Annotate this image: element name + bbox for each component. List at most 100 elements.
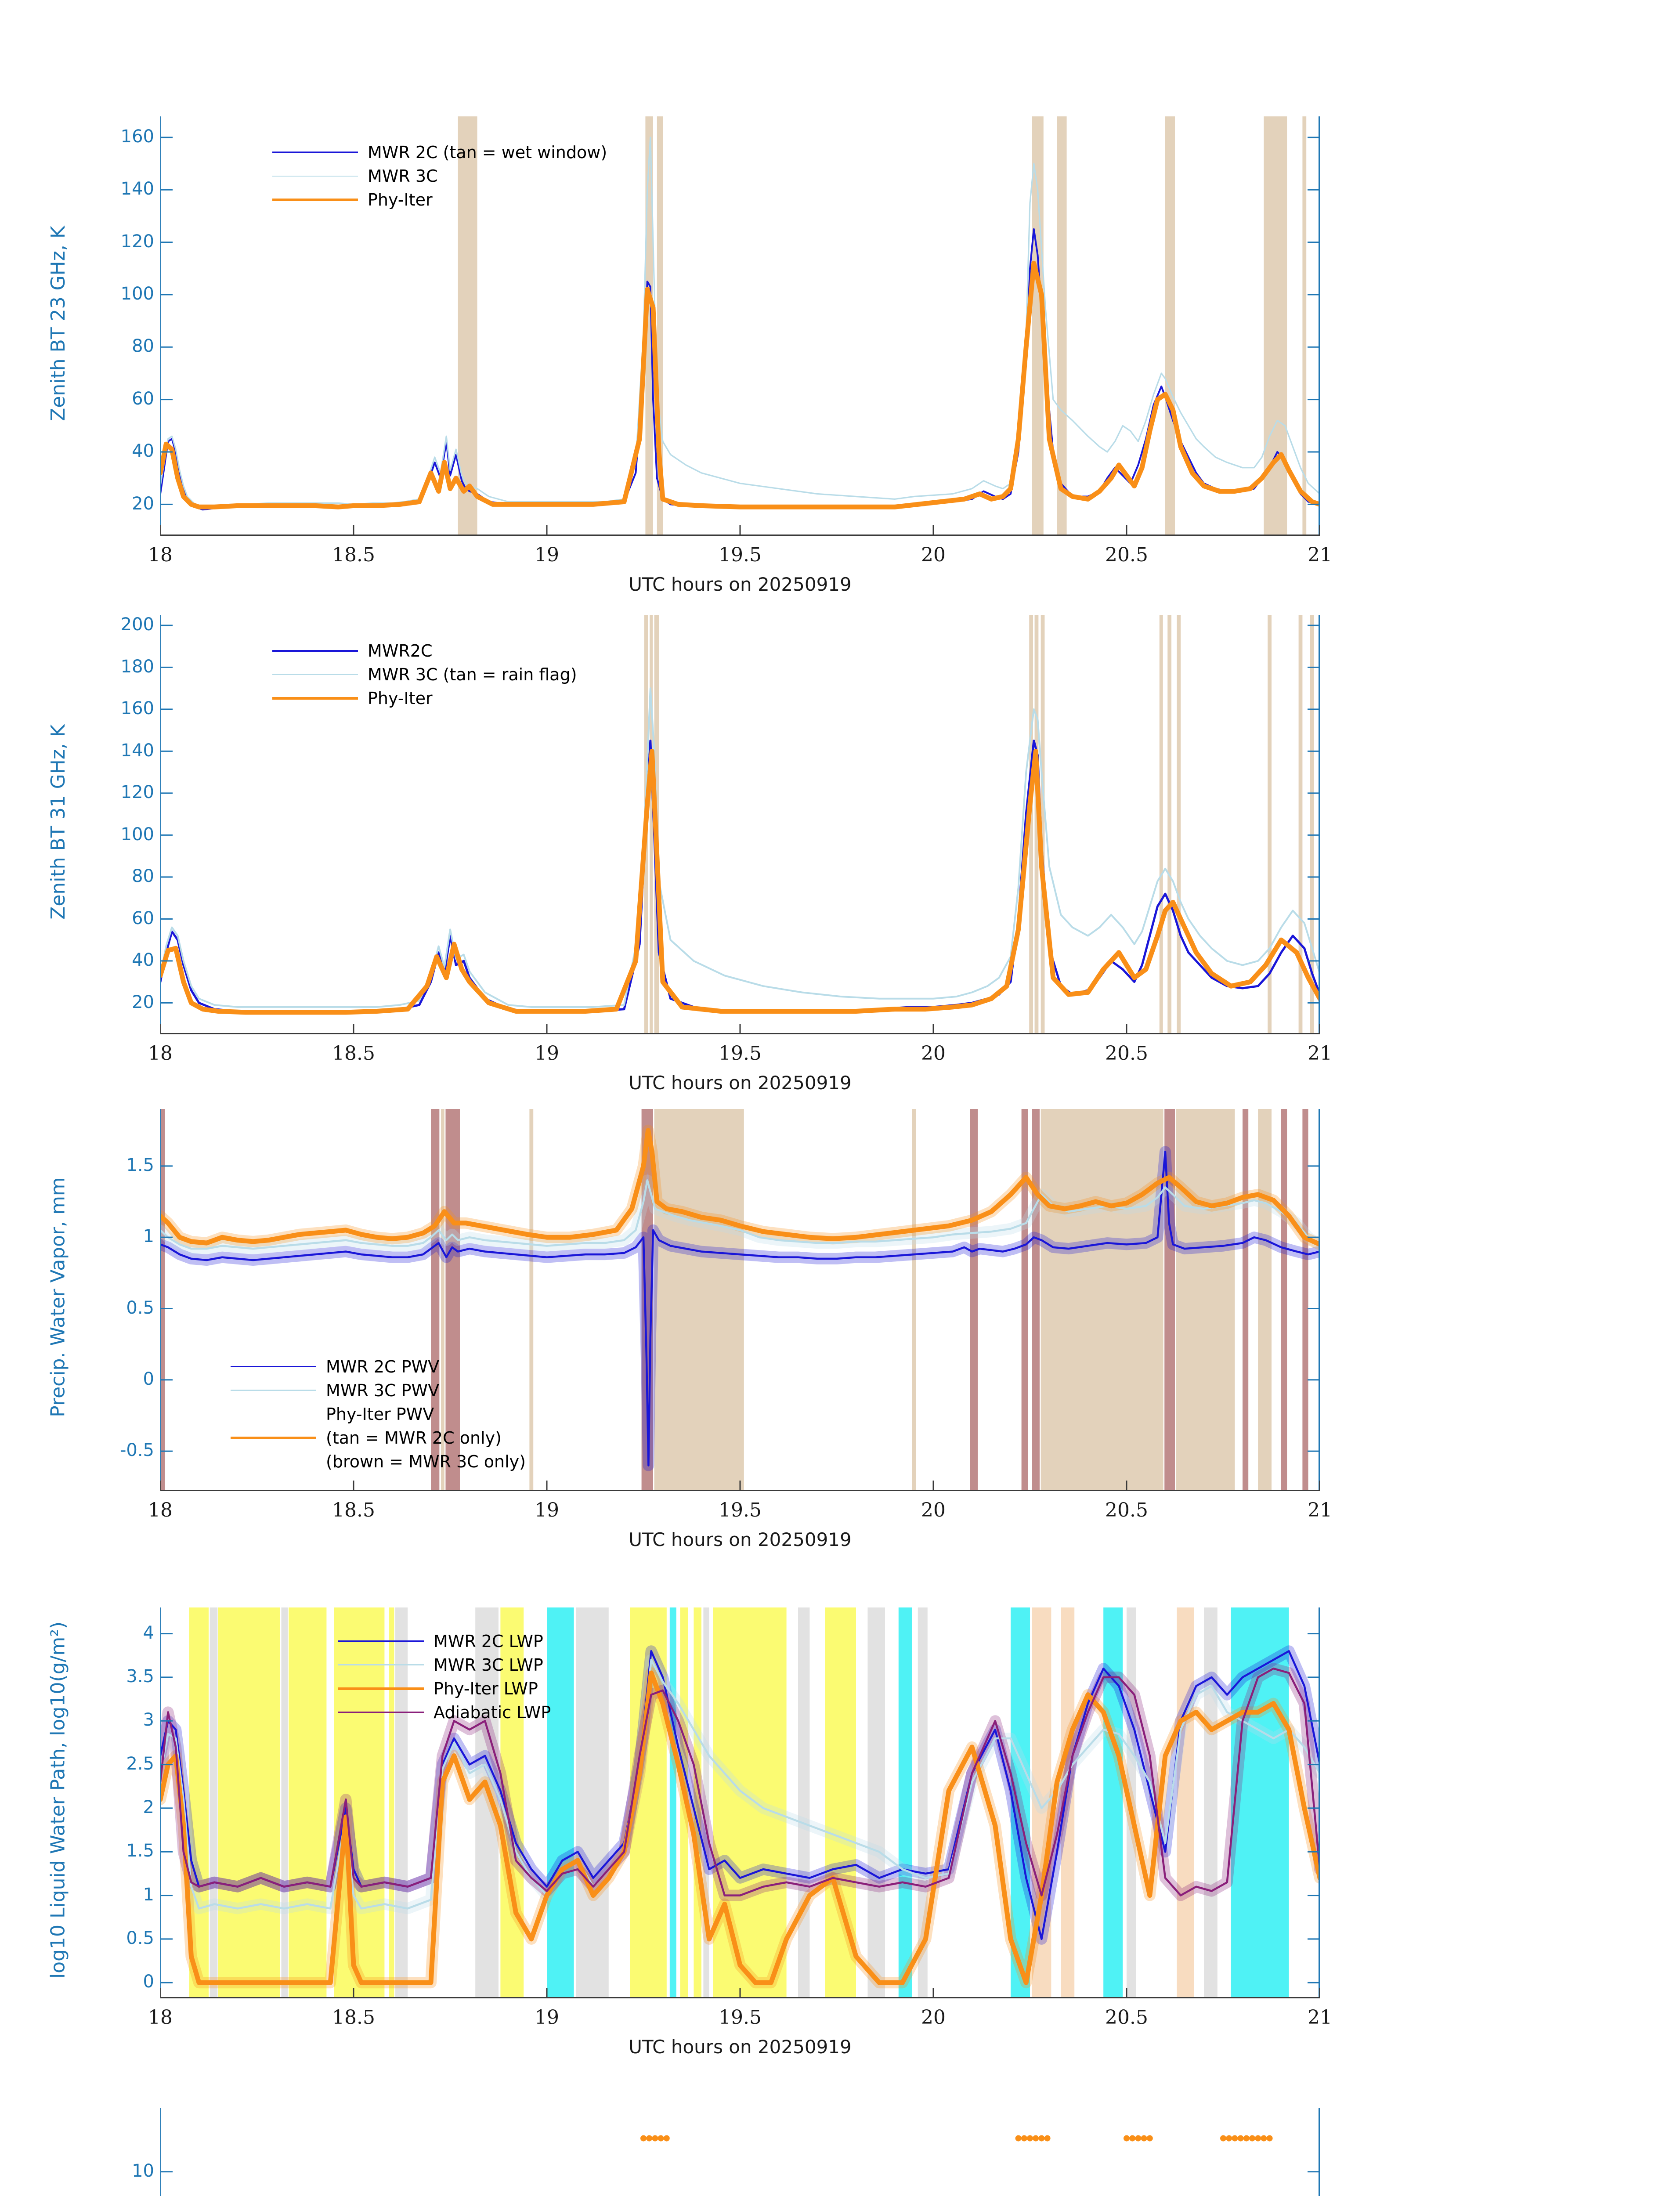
- x-tick-label: 20: [921, 544, 946, 566]
- legend-color-swatch: [231, 1390, 316, 1391]
- shaded-band: [1164, 1109, 1175, 1491]
- legend-color-swatch: [231, 1436, 316, 1439]
- shaded-band: [912, 1109, 916, 1491]
- legend-color-swatch: [338, 1687, 424, 1690]
- shaded-band: [218, 1607, 280, 1998]
- legend-label: Phy-Iter PWV: [326, 1404, 434, 1424]
- x-tick-label: 18: [148, 1042, 173, 1065]
- x-tick-label: 21: [1308, 2006, 1332, 2029]
- x-tick-label: 19: [535, 544, 559, 566]
- shaded-band: [680, 1607, 688, 1998]
- dq-flag-point: [1220, 2135, 1226, 2142]
- legend-color-swatch: [272, 674, 358, 675]
- plot-wrapper-1: [160, 116, 1320, 536]
- x-tick-label: 18: [148, 2006, 173, 2029]
- dq-flag-point: [1135, 2135, 1142, 2142]
- x-tick-label: 19: [535, 2006, 559, 2029]
- shaded-band: [189, 1607, 209, 1998]
- plot-wrapper-5: [160, 2108, 1320, 2196]
- legend-item: Adiabatic LWP: [338, 1701, 551, 1724]
- legend-label: Phy-Iter LWP: [434, 1679, 538, 1698]
- y-tick-label: 0.5: [126, 1297, 154, 1318]
- y-tick-label: 1: [143, 1226, 154, 1247]
- y-tick-label: 4: [143, 1622, 154, 1643]
- series-line: [160, 137, 1320, 508]
- legend-item: MWR 2C PWV: [231, 1355, 526, 1379]
- y-axis-label: log10 Liquid Water Path, log10(g/m²): [47, 1622, 69, 1979]
- y-tick-label: 120: [120, 782, 154, 803]
- legend-label: Adiabatic LWP: [434, 1702, 551, 1722]
- dq-flag-point: [1044, 2135, 1051, 2142]
- dq-flag-point: [1141, 2135, 1147, 2142]
- dq-flag-point: [663, 2135, 670, 2142]
- dq-flag-point: [1249, 2135, 1255, 2142]
- legend-label: Phy-Iter: [368, 688, 433, 708]
- legend-label: MWR 3C (tan = rain flag): [368, 665, 577, 684]
- shaded-band: [1167, 615, 1172, 1034]
- series-line: [160, 1151, 1320, 1466]
- x-tick-label: 18.5: [332, 1042, 375, 1065]
- x-tick-label: 21: [1308, 1499, 1332, 1521]
- legend-color-swatch: [231, 1366, 316, 1368]
- series-line: [160, 687, 1320, 1008]
- y-axis-label: Zenith BT 23 GHz, K: [47, 226, 69, 421]
- plot-wrapper-4: [160, 1607, 1320, 1998]
- y-tick-label: 0.5: [126, 1928, 154, 1949]
- x-tick-label: 20: [921, 2006, 946, 2029]
- series-line: [160, 228, 1320, 511]
- x-tick-label: 21: [1308, 544, 1332, 566]
- x-tick-label: 20.5: [1105, 1042, 1148, 1065]
- shaded-band: [445, 1109, 460, 1491]
- shaded-band: [918, 1607, 928, 1998]
- plot-wrapper-3: [160, 1109, 1320, 1491]
- x-tick-label: 20.5: [1105, 544, 1148, 566]
- y-tick-label: 1: [143, 1884, 154, 1905]
- legend-swatch-spacer: [231, 1461, 316, 1462]
- legend-label: (brown = MWR 3C only): [326, 1452, 526, 1471]
- legend-item: MWR 3C PWV: [231, 1379, 526, 1402]
- shaded-band: [441, 1109, 444, 1491]
- legend-label: MWR 3C: [368, 166, 438, 186]
- shaded-band: [898, 1607, 912, 1998]
- y-tick-label: 160: [120, 698, 154, 719]
- shaded-band: [1302, 116, 1307, 536]
- shaded-band: [431, 1109, 440, 1491]
- x-tick-label: 21: [1308, 1042, 1332, 1065]
- dq-flag-point: [1146, 2135, 1153, 2142]
- plot-area-3: [160, 1109, 1320, 1491]
- x-axis-label: UTC hours on 20250919: [629, 1072, 852, 1094]
- legend-label: MWR 2C PWV: [326, 1357, 440, 1376]
- y-tick-label: 20: [132, 992, 154, 1012]
- plot-area-2: [160, 615, 1320, 1034]
- y-tick-label: 2: [143, 1797, 154, 1818]
- x-tick-label: 19.5: [719, 544, 762, 566]
- legend-item: Phy-Iter: [272, 686, 577, 710]
- shaded-band: [970, 1109, 978, 1491]
- x-tick-label: 18.5: [332, 1499, 375, 1521]
- y-axis-label: Precip. Water Vapor, mm: [47, 1177, 69, 1418]
- x-tick-label: 19.5: [719, 1499, 762, 1521]
- dq-flag-point: [1255, 2135, 1261, 2142]
- legend-color-swatch: [338, 1664, 424, 1666]
- dq-flag-point: [1226, 2135, 1232, 2142]
- legend-color-swatch: [272, 175, 358, 177]
- y-tick-label: 120: [120, 231, 154, 252]
- shaded-band: [1264, 116, 1287, 536]
- y-tick-label: 80: [132, 336, 154, 357]
- plot-area-4: [160, 1607, 1320, 1998]
- x-axis-label: UTC hours on 20250919: [629, 1529, 852, 1550]
- y-tick-label: 20: [132, 493, 154, 514]
- shaded-band: [1204, 1607, 1218, 1998]
- shaded-band: [1041, 615, 1045, 1034]
- shaded-band: [1057, 116, 1067, 536]
- legend-label: MWR2C: [368, 641, 433, 661]
- legend-item: MWR 3C (tan = rain flag): [272, 663, 577, 686]
- y-tick-label: -0.5: [119, 1440, 154, 1461]
- series-line: [160, 260, 1320, 509]
- x-tick-label: 19.5: [719, 1042, 762, 1065]
- y-tick-label: 3.5: [126, 1666, 154, 1687]
- x-tick-label: 20: [921, 1042, 946, 1065]
- legend-label: MWR 2C LWP: [434, 1631, 543, 1651]
- y-tick-label: 3: [143, 1710, 154, 1730]
